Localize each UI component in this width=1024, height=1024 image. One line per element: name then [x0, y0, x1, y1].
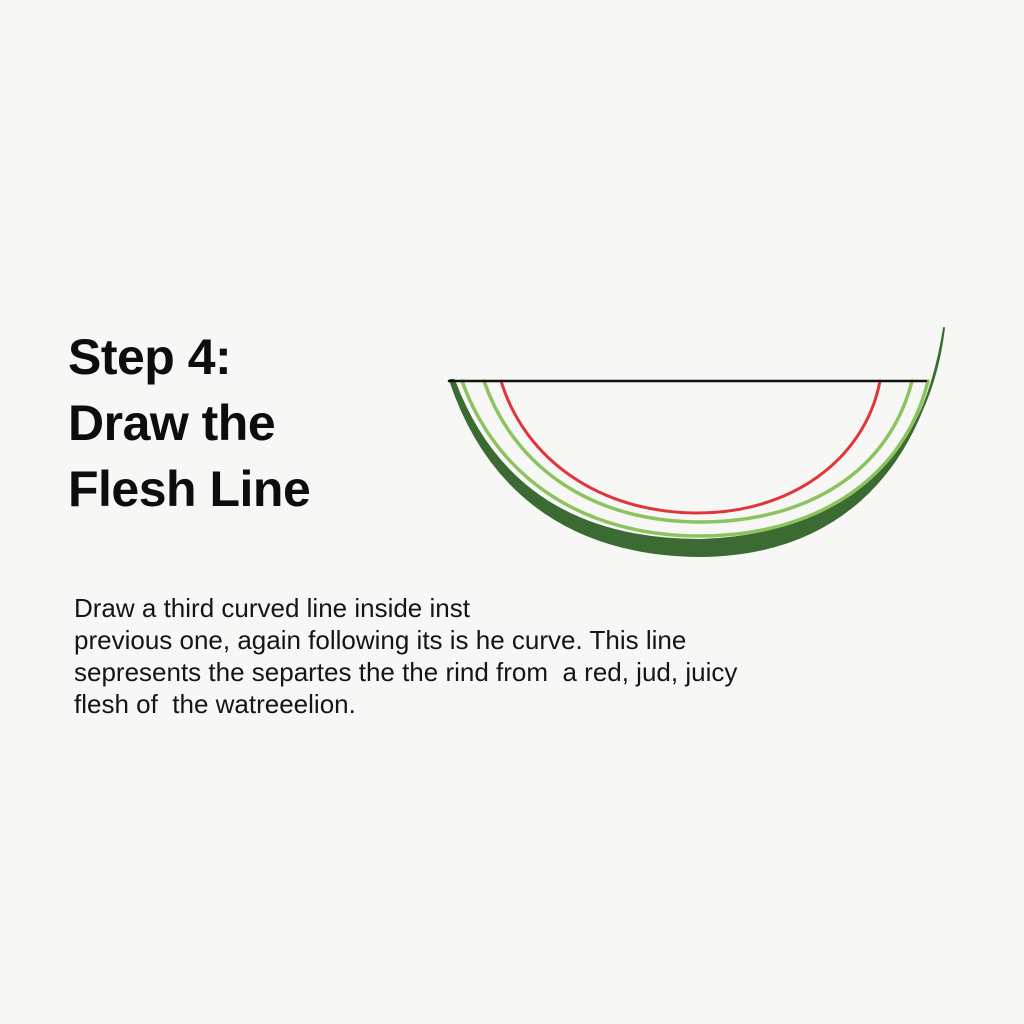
watermelon-slice-svg — [447, 327, 945, 557]
watermelon-slice-drawing — [440, 320, 960, 570]
step-instructions: Draw a third curved line inside inst pre… — [74, 592, 737, 720]
rind-line-inner — [482, 379, 914, 524]
rind-line-outer — [460, 379, 930, 538]
step-title-line-3: Flesh Line — [68, 461, 311, 517]
outer-rind-dark — [449, 327, 945, 557]
step-title: Step 4: Draw the Flesh Line — [68, 324, 311, 522]
instruction-line-3: sepresents the separtes the the rind fro… — [74, 657, 738, 687]
instruction-line-1: Draw a third curved line inside inst — [74, 593, 470, 623]
step-title-line-2: Draw the — [68, 395, 276, 451]
flesh-line — [499, 379, 882, 515]
step-number: Step 4: — [68, 329, 232, 385]
instruction-line-2: previous one, again following its is he … — [74, 625, 687, 655]
instruction-line-4: flesh of the watreeelion. — [74, 689, 356, 719]
